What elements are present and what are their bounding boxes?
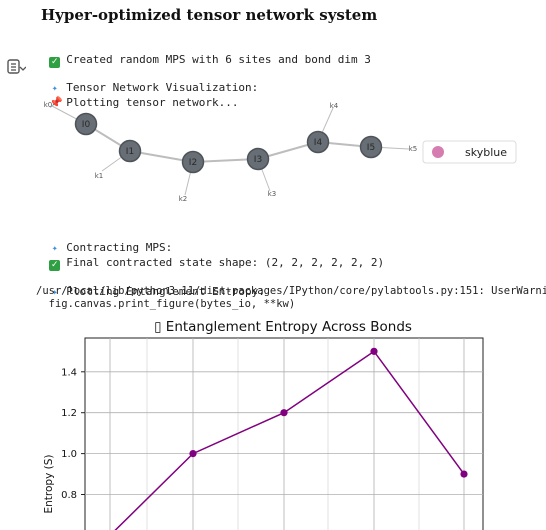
- entropy-chart: ▯ Entanglement Entropy Across Bonds 0.8 1…: [43, 319, 484, 530]
- legend-marker: [432, 146, 444, 158]
- data-point: [460, 470, 468, 478]
- index-label: k5: [409, 145, 418, 153]
- data-point: [189, 450, 197, 458]
- y-tick-label: 1.2: [61, 408, 77, 419]
- check-icon: ✓: [49, 57, 61, 68]
- tensor-node: [74, 112, 98, 136]
- network-nodes: [74, 112, 383, 174]
- index-label: k1: [95, 172, 104, 180]
- pushpin-icon: 📌: [49, 96, 63, 109]
- output-line-plotting-entropy: ✦ Plotting Entanglement Entropy:: [36, 269, 265, 300]
- output-toggle-icon[interactable]: [6, 58, 27, 78]
- data-point: [370, 347, 378, 355]
- node-label: I5: [367, 143, 375, 153]
- index-label: k3: [268, 190, 277, 198]
- y-tick-label: 1.4: [61, 367, 77, 378]
- tensor-node: [181, 150, 205, 174]
- index-label: k0: [44, 101, 53, 109]
- series-points: [189, 347, 468, 478]
- node-label: I0: [82, 120, 91, 130]
- y-tick-label: 0.8: [61, 490, 77, 501]
- warning-code: fig.canvas.print_figure(bytes_io, **kw): [36, 298, 296, 310]
- warning-path: /usr/local/lib/python3.11/dist-packages/…: [36, 285, 546, 297]
- node-label: I4: [314, 138, 323, 148]
- tensor-node: [359, 135, 383, 159]
- tensor-node: [118, 139, 142, 163]
- index-label: k4: [330, 102, 339, 110]
- node-label: I2: [189, 158, 197, 168]
- tensor-node: [246, 147, 270, 171]
- chart-title: ▯ Entanglement Entropy Across Bonds: [154, 319, 412, 335]
- index-label: k2: [179, 195, 188, 203]
- y-axis-ticks: 0.8 1.0 1.2 1.4: [61, 367, 85, 501]
- check-icon: ✓: [49, 260, 61, 271]
- sparkle-icon: ✦: [51, 287, 58, 298]
- page-title: Hyper-optimized tensor network system: [41, 6, 378, 24]
- node-label: I3: [254, 155, 262, 165]
- grid: [85, 338, 483, 530]
- output-line-final-shape: ✓ Final contracted state shape: (2, 2, 2,…: [49, 256, 385, 271]
- tensor-network-graph: I0 I1 I2 I3 I4 I5 k0 k1 k2 k3 k4 k5 skyb…: [44, 101, 517, 203]
- graph-legend: skyblue: [422, 140, 517, 164]
- node-label: I1: [126, 147, 134, 157]
- output-line-plotting-network: 📌 Plotting tensor network...: [49, 96, 239, 109]
- data-point: [280, 409, 288, 417]
- tensor-node: [306, 130, 330, 154]
- y-axis-label: Entropy (S): [43, 455, 55, 514]
- output-line-viz-header: ✦ Tensor Network Visualization:: [36, 65, 259, 96]
- sparkle-icon: ✦: [51, 83, 58, 94]
- y-tick-label: 1.0: [61, 449, 77, 460]
- output-line-created: ✓ Created random MPS with 6 sites and bon…: [49, 53, 371, 68]
- output-line-contracting: ✦ Contracting MPS:: [36, 225, 172, 256]
- sparkle-icon: ✦: [51, 243, 58, 254]
- legend-label: skyblue: [465, 146, 507, 159]
